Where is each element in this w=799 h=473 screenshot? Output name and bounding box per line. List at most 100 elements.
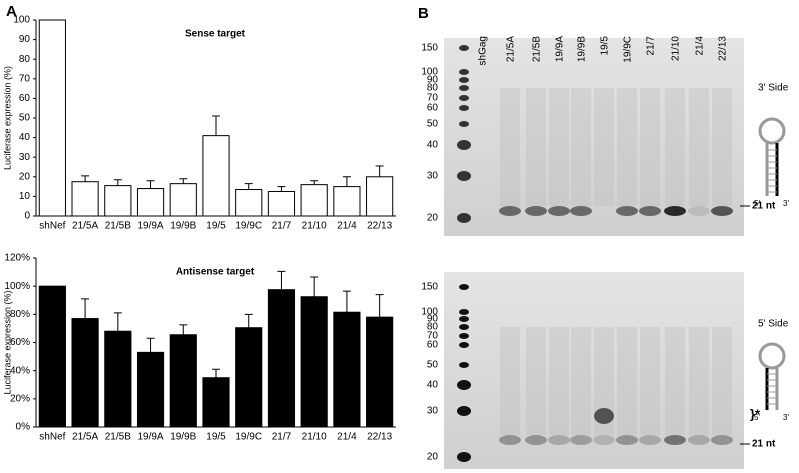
bar <box>366 176 394 217</box>
lane-label: 19/9B <box>577 36 588 62</box>
ladder-band <box>459 45 469 51</box>
x-tick-label: 21/5A <box>72 432 98 443</box>
y-tick-label: 90 <box>19 34 31 45</box>
ladder-band <box>459 95 469 101</box>
lane-smear <box>689 327 709 435</box>
lane-smear <box>571 327 591 435</box>
bar <box>366 316 394 428</box>
y-tick-label: 30 <box>19 152 31 163</box>
sample-band <box>594 408 614 424</box>
lane-label: 21/4 <box>695 36 706 56</box>
ladder-band <box>457 452 471 462</box>
bar <box>300 296 328 428</box>
x-tick-label: shNef <box>39 221 65 232</box>
bar <box>71 181 99 217</box>
gel-top <box>444 38 744 236</box>
gel-bottom <box>444 272 744 469</box>
ladder-band <box>459 342 469 348</box>
error-bar <box>212 115 220 136</box>
bar <box>202 377 230 428</box>
sample-band <box>570 435 592 445</box>
lane-smear <box>640 88 660 206</box>
ladder-band <box>459 85 469 91</box>
error-bar <box>81 175 90 182</box>
x-tick-label: 21/10 <box>302 221 327 232</box>
size-marker: 50 <box>427 119 439 130</box>
lane-label: 19/9A <box>555 36 566 62</box>
ladder-band <box>457 213 471 223</box>
x-tick-label: 21/10 <box>302 432 327 443</box>
sample-band <box>711 435 733 445</box>
error-bar <box>179 178 188 184</box>
x-tick-label: 19/5 <box>206 221 226 232</box>
bar <box>136 351 165 428</box>
sample-band <box>639 435 661 445</box>
error-bar <box>310 276 319 297</box>
band-label: 21 nt <box>752 201 776 212</box>
sample-band <box>688 206 710 216</box>
error-bar <box>212 368 220 378</box>
lane-smear <box>665 327 685 435</box>
lane-smear <box>549 88 569 206</box>
end-label: 5' <box>754 199 760 208</box>
size-marker: 150 <box>421 43 438 54</box>
x-tick-label: 22/13 <box>367 432 392 443</box>
lane-smear <box>617 327 637 435</box>
bar <box>267 191 296 217</box>
x-tick-label: 21/5A <box>72 221 98 232</box>
x-tick-label: 21/4 <box>337 221 357 232</box>
band-label: 21 nt <box>752 439 776 450</box>
bar <box>333 186 361 217</box>
lane-label: 19/9C <box>623 36 634 63</box>
lane-smear <box>500 327 520 435</box>
lane-smear <box>617 88 637 206</box>
x-tick-label: 19/9C <box>235 432 262 443</box>
size-marker: 100 <box>421 307 438 318</box>
sample-band <box>664 435 686 445</box>
x-tick-label: 19/9B <box>170 221 196 232</box>
error-bar <box>244 183 253 190</box>
y-tick-label: 100 <box>13 15 30 26</box>
size-marker: 30 <box>427 406 439 417</box>
y-tick-label: 80% <box>10 309 30 320</box>
sample-band <box>664 206 686 216</box>
sample-band <box>548 206 570 216</box>
x-tick-label: 19/9A <box>137 221 163 232</box>
x-tick-label: 22/13 <box>367 221 392 232</box>
error-bar <box>179 324 188 335</box>
lane-label: 22/13 <box>718 36 729 61</box>
bar <box>235 189 263 217</box>
lane-smear <box>712 327 732 435</box>
y-tick-label: 20% <box>10 393 30 404</box>
hairpin-bottom <box>758 342 786 410</box>
side-label: 3' Side <box>758 83 789 94</box>
y-tick-label: 120% <box>4 253 30 264</box>
ladder-band <box>459 77 469 83</box>
ladder-band <box>459 333 469 339</box>
y-tick-label: 40% <box>10 365 30 376</box>
sample-band <box>688 435 710 445</box>
lane-smear <box>526 327 546 435</box>
size-marker: 80 <box>427 322 439 333</box>
size-marker: 40 <box>427 140 439 151</box>
error-bar <box>113 179 122 186</box>
y-tick-label: 20 <box>19 171 31 182</box>
size-marker: 50 <box>427 360 439 371</box>
lane-smear <box>640 327 660 435</box>
lane-smear <box>594 327 614 435</box>
y-tick-label: 50 <box>19 113 31 124</box>
y-tick-label: 80 <box>19 54 31 65</box>
ladder-band <box>459 309 469 315</box>
panel-label: A <box>6 3 17 20</box>
ladder-band <box>457 406 471 416</box>
lane-label: 21/7 <box>646 36 657 56</box>
ladder-band <box>459 69 469 75</box>
error-bar <box>342 290 351 313</box>
lane-smear <box>500 88 520 206</box>
bar <box>38 19 66 217</box>
bar <box>104 185 132 217</box>
x-tick-label: 19/9C <box>235 221 262 232</box>
x-tick-label: 19/9B <box>170 432 196 443</box>
error-bar <box>146 180 155 189</box>
